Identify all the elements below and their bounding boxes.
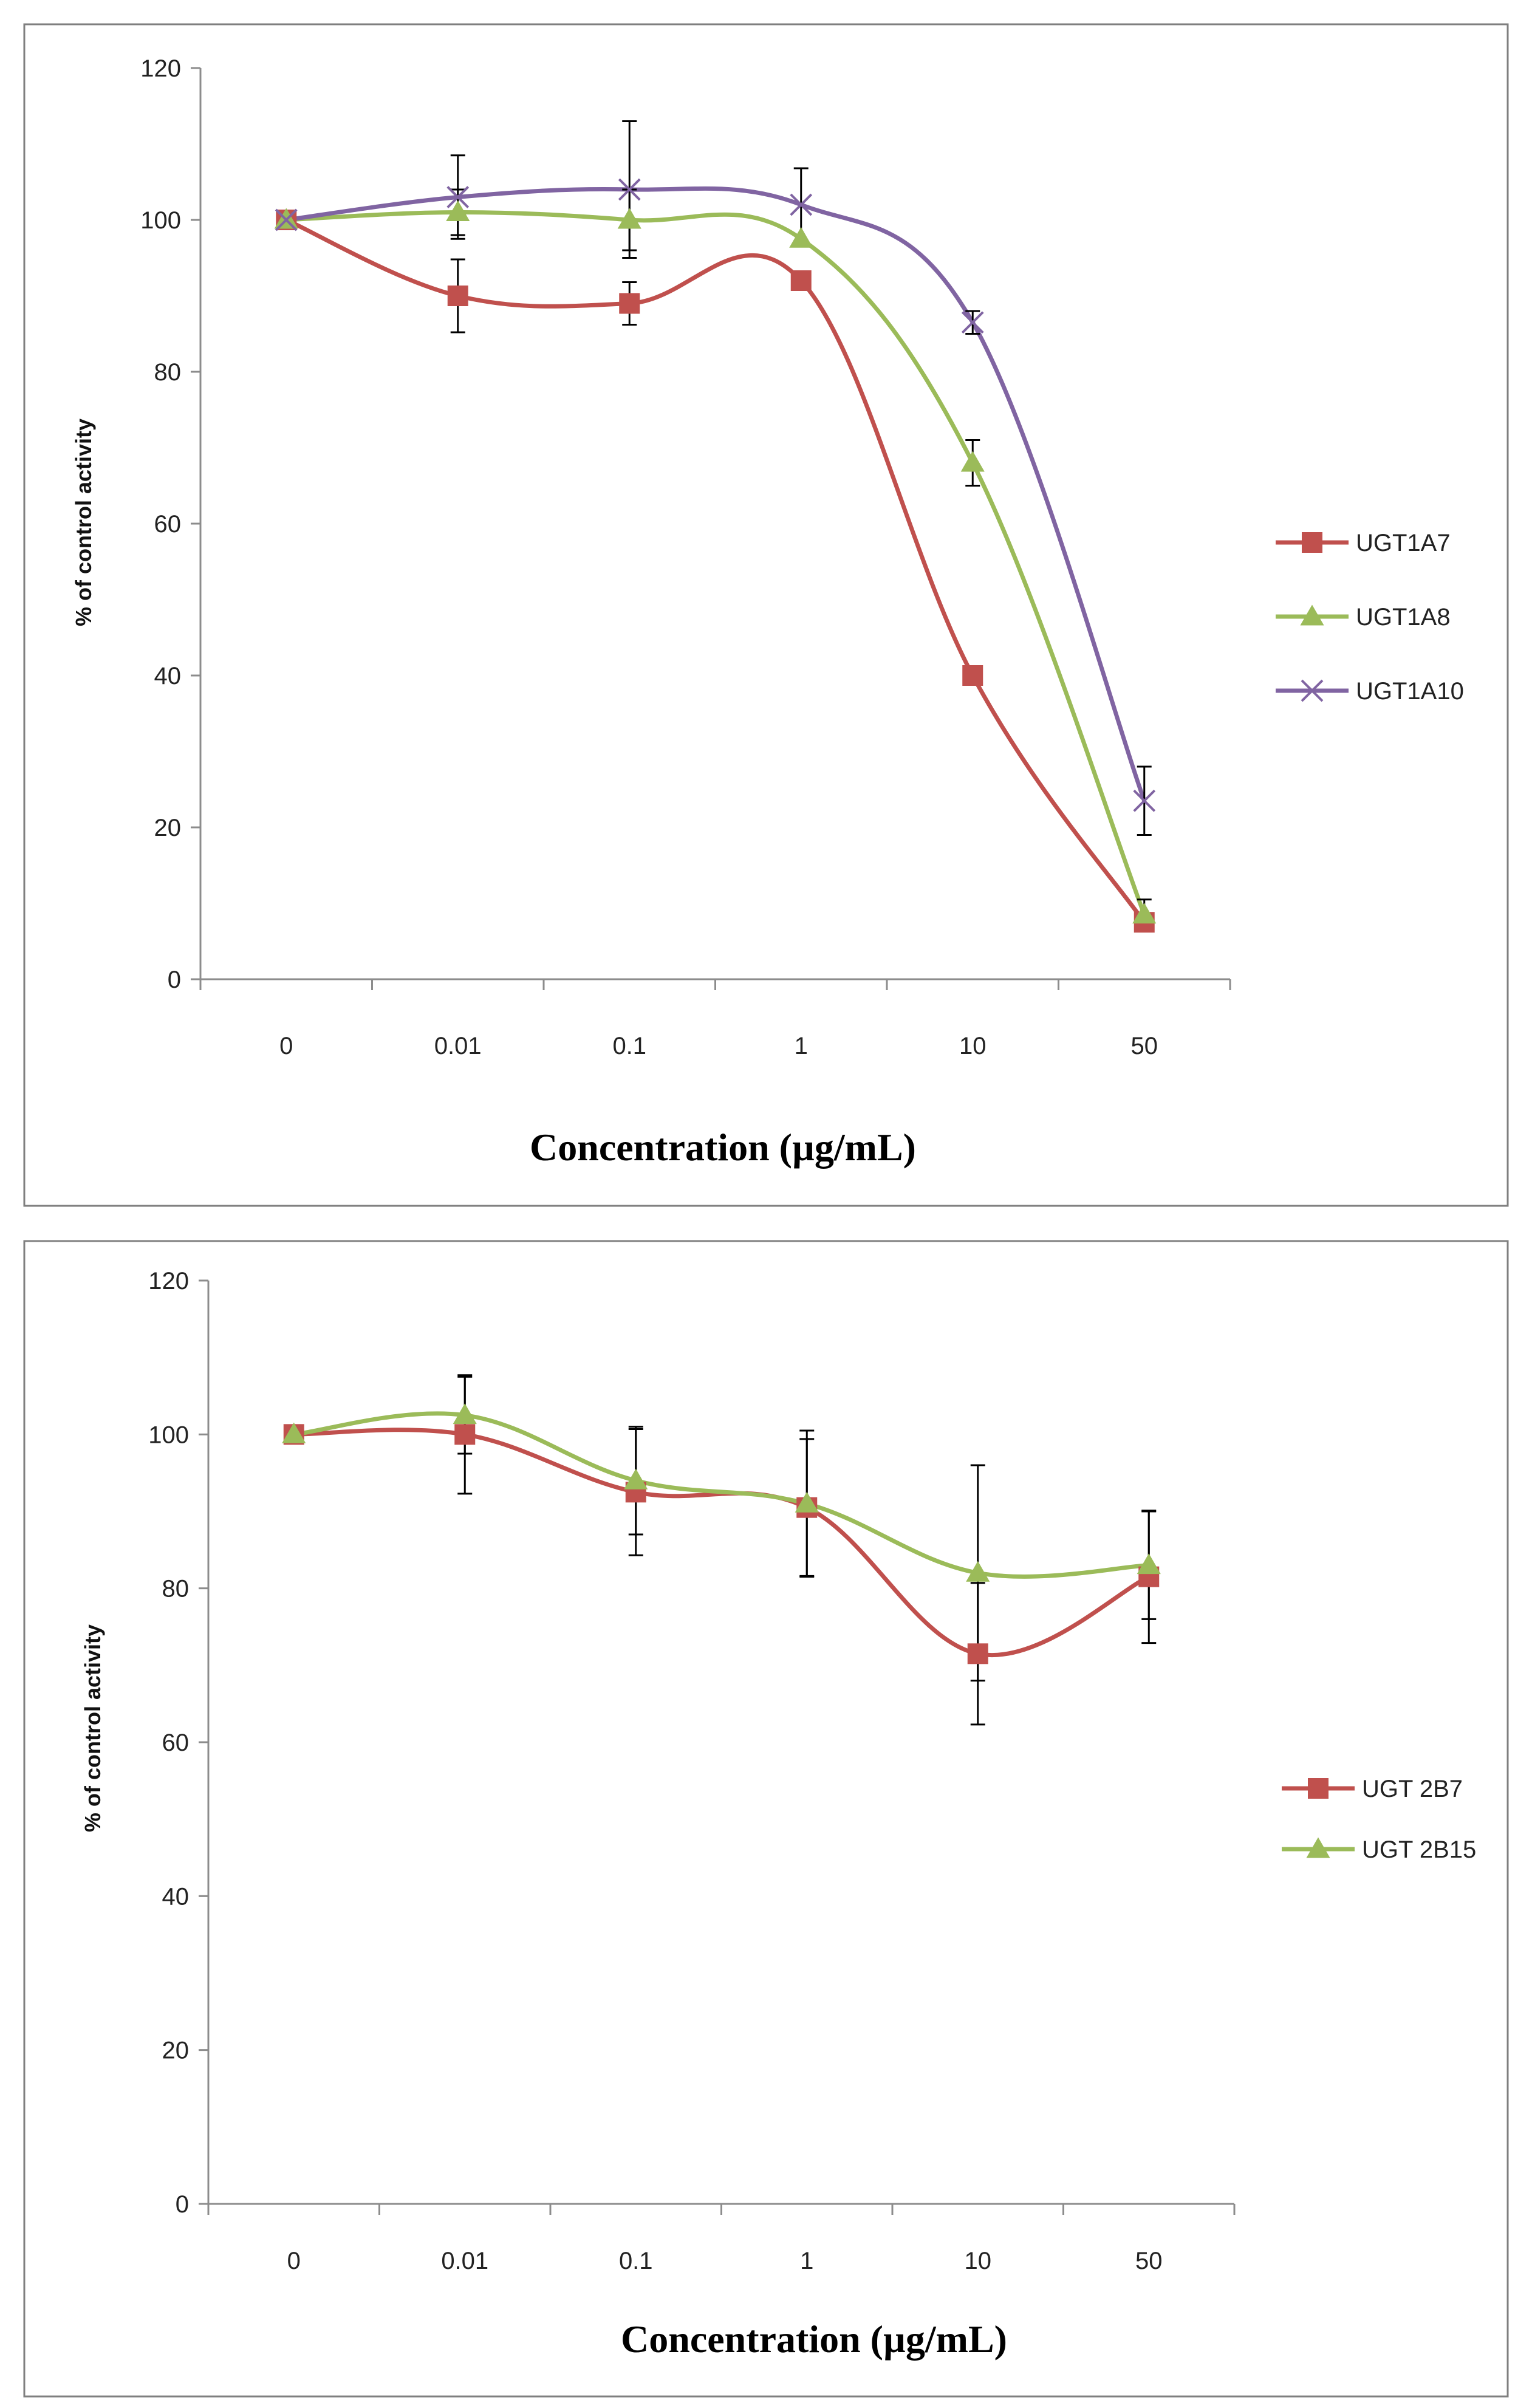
legend-marker-ugt-2b15	[1306, 1837, 1330, 1858]
legend-label-ugt1a7: UGT1A7	[1356, 530, 1451, 556]
data-point-ugt-2b15	[453, 1403, 477, 1425]
x-tick-label: 0	[287, 2248, 301, 2274]
data-point-ugt1a10	[275, 208, 298, 231]
x-tick-label: 1	[800, 2248, 813, 2274]
legend-label-ugt1a8: UGT1A8	[1356, 604, 1451, 631]
chart-frame	[23, 1240, 1509, 2398]
data-point-ugt1a10	[618, 178, 641, 201]
axes: 0 20 40 60 80 100 120 0 0.01 0.1 1 10 50	[148, 1268, 1236, 2274]
legend-marker-ugt1a10	[1301, 679, 1324, 702]
data-point-ugt-2b15	[795, 1491, 819, 1513]
series-group	[282, 1374, 1161, 1726]
y-tick-label: 20	[154, 815, 182, 841]
data-point-ugt1a10	[961, 311, 984, 334]
x-tick-label: 0	[279, 1033, 293, 1059]
y-tick-label: 100	[148, 1421, 189, 1448]
data-point-ugt-2b15	[966, 1561, 990, 1582]
data-point-ugt1a10	[446, 186, 470, 208]
x-axis-label: Concentration (µg/mL)	[621, 2317, 1007, 2361]
data-point-ugt-2b15	[282, 1422, 306, 1443]
y-axis-label: % of control activity	[71, 419, 96, 626]
y-tick-label: 80	[162, 1576, 190, 1602]
legend-marker-ugt1a8	[1300, 604, 1324, 626]
data-point-ugt1a10	[790, 193, 813, 216]
x-axis-label: Concentration (µg/mL)	[530, 1126, 916, 1169]
y-tick-label: 120	[148, 1268, 189, 1295]
legend: UGT 2B7 UGT 2B15	[1282, 1776, 1476, 1863]
x-tick-label: 1	[795, 1033, 808, 1059]
x-tick-label: 50	[1131, 1033, 1158, 1059]
data-point-ugt1a8	[960, 451, 985, 472]
data-point-ugt-2b7	[967, 1643, 988, 1664]
data-point-ugt-2b7	[454, 1424, 476, 1445]
data-point-ugt1a7	[447, 286, 468, 306]
y-tick-label: 40	[154, 663, 182, 689]
x-tick-label: 10	[965, 2248, 992, 2274]
data-point-ugt1a10	[1133, 789, 1156, 812]
data-point-ugt1a8	[789, 227, 813, 248]
y-tick-label: 100	[140, 207, 181, 234]
x-tick-label: 0.1	[619, 2248, 653, 2274]
legend-marker-ugt-2b7	[1308, 1778, 1329, 1799]
x-tick-label: 0.01	[434, 1033, 482, 1059]
y-tick-label: 60	[162, 1729, 190, 1756]
y-tick-label: 0	[176, 2191, 189, 2218]
legend-label-ugt-2b15: UGT 2B15	[1362, 1836, 1476, 1863]
legend-label-ugt-2b7: UGT 2B7	[1362, 1776, 1463, 1802]
x-tick-label: 10	[959, 1033, 987, 1059]
data-point-ugt1a7	[790, 270, 812, 291]
x-tick-label: 0.1	[612, 1033, 646, 1059]
axes: 0 20 40 60 80 100 120 0 0.01 0.1 1 10 50	[140, 55, 1231, 1059]
legend-label-ugt1a10: UGT1A10	[1356, 678, 1464, 705]
data-point-ugt-2b15	[624, 1468, 648, 1490]
data-point-ugt1a8	[617, 208, 641, 229]
chart-panel-bottom: % of control activity Concentration (µg/…	[23, 1240, 1509, 2398]
y-tick-label: 0	[168, 966, 181, 993]
x-tick-label: 0.01	[441, 2248, 488, 2274]
data-point-ugt1a7	[962, 665, 983, 686]
y-tick-label: 40	[162, 1883, 190, 1910]
y-tick-label: 20	[162, 2037, 190, 2064]
data-point-ugt1a8	[1132, 903, 1157, 924]
data-point-ugt1a8	[446, 200, 470, 221]
series-group	[274, 120, 1157, 933]
y-tick-label: 60	[154, 511, 182, 538]
x-tick-label: 50	[1135, 2248, 1163, 2274]
series-line-ugt-2b15	[293, 1411, 1149, 1579]
y-tick-label: 120	[140, 55, 181, 82]
legend-marker-ugt1a7	[1302, 532, 1322, 553]
y-tick-label: 80	[154, 359, 182, 386]
data-point-ugt1a7	[619, 293, 640, 314]
y-axis-label: % of control activity	[80, 1624, 105, 1832]
data-point-ugt-2b15	[1137, 1553, 1161, 1575]
legend: UGT1A7 UGT1A8 UGT1A10	[1276, 530, 1464, 705]
chart-panel-top: % of control activity Concentration (µg/…	[23, 23, 1509, 1207]
